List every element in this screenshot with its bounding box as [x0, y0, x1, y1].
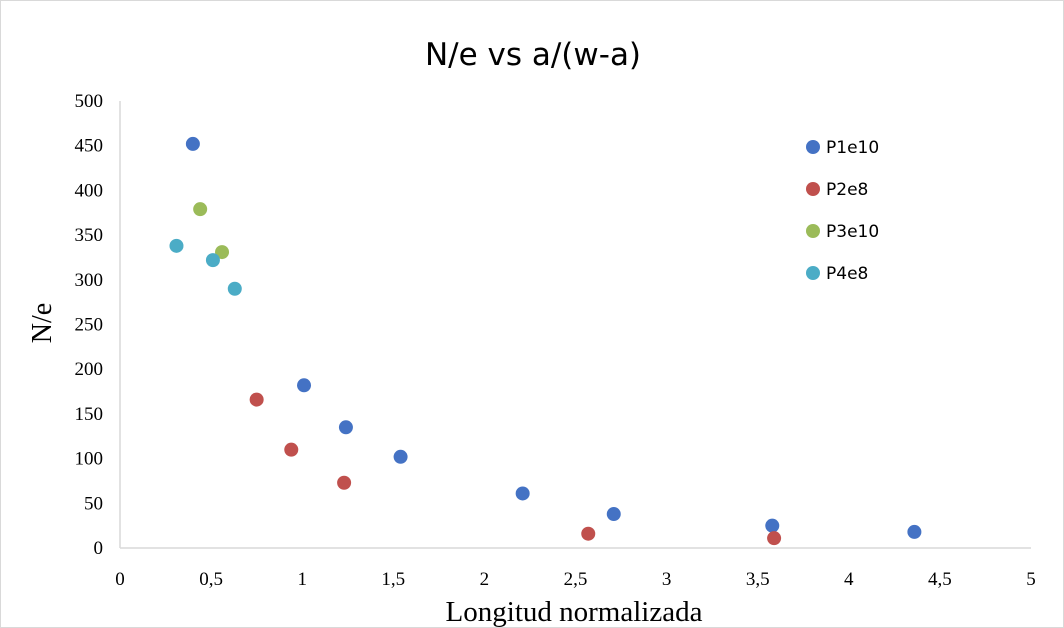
y-axis-label: N/e	[27, 303, 58, 343]
legend-marker	[806, 140, 820, 154]
data-point-p1e10	[907, 524, 922, 539]
data-point-p2e8	[337, 475, 352, 490]
y-tick-label: 200	[75, 359, 104, 380]
data-point-p2e8	[581, 526, 596, 541]
legend-label: P4e8	[826, 264, 868, 284]
data-point-p2e8	[284, 442, 299, 457]
data-point-p1e10	[185, 136, 200, 151]
y-axis-ticks: 0 50 100 150 200 250 300 350 400 450 500	[75, 91, 104, 559]
x-tick-label: 1	[297, 569, 307, 590]
y-tick-label: 350	[75, 225, 104, 246]
legend-marker	[806, 224, 820, 238]
y-tick-label: 400	[75, 180, 104, 201]
data-point-p3e10	[215, 245, 230, 260]
x-tick-label: 3,5	[746, 569, 770, 590]
legend-marker	[806, 266, 820, 280]
data-point-p1e10	[606, 507, 621, 522]
x-axis-ticks: 0 0,5 1 1,5 2 2,5 3 3,5 4 4,5 5	[115, 569, 1036, 590]
data-point-p4e8	[205, 253, 220, 268]
y-tick-label: 250	[75, 315, 104, 336]
data-point-p1e10	[338, 420, 353, 435]
y-tick-label: 100	[75, 449, 104, 470]
y-tick-label: 500	[75, 91, 104, 112]
data-point-p3e10	[193, 202, 208, 217]
chart-title: N/e vs a/(w-a)	[425, 37, 641, 73]
x-tick-label: 1,5	[381, 569, 405, 590]
data-points	[169, 136, 922, 546]
data-point-p1e10	[765, 518, 780, 533]
data-point-p1e10	[297, 378, 312, 393]
data-point-p4e8	[169, 238, 184, 253]
legend: P1e10 P2e8 P3e10 P4e8	[806, 138, 879, 284]
legend-marker	[806, 182, 820, 196]
x-tick-label: 4,5	[928, 569, 952, 590]
y-tick-label: 0	[94, 538, 104, 559]
x-tick-label: 5	[1026, 569, 1036, 590]
data-point-p1e10	[393, 449, 408, 464]
legend-label: P3e10	[826, 222, 879, 242]
y-tick-label: 450	[75, 136, 104, 157]
x-tick-label: 2,5	[564, 569, 588, 590]
data-point-p1e10	[515, 486, 530, 501]
x-axis-label: Longitud normalizada	[446, 596, 703, 627]
x-tick-label: 0,5	[199, 569, 223, 590]
data-point-p2e8	[249, 392, 264, 407]
x-tick-label: 4	[844, 569, 854, 590]
legend-label: P1e10	[826, 138, 879, 158]
x-tick-label: 3	[662, 569, 672, 590]
x-tick-label: 2	[480, 569, 490, 590]
y-tick-label: 300	[75, 270, 104, 291]
x-tick-label: 0	[115, 569, 125, 590]
legend-label: P2e8	[826, 180, 868, 200]
y-tick-label: 150	[75, 404, 104, 425]
data-point-p4e8	[227, 281, 242, 296]
y-tick-label: 50	[84, 493, 103, 514]
data-point-p2e8	[767, 531, 782, 546]
